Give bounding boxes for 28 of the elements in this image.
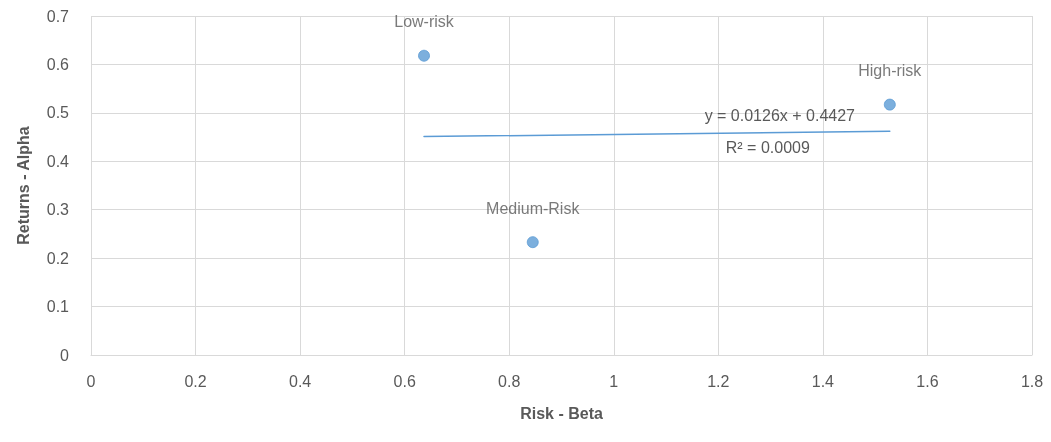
data-label: Medium-Risk — [486, 199, 581, 217]
data-label: High-risk — [858, 62, 923, 80]
x-tick-label: 1.6 — [916, 372, 939, 390]
y-tick-label: 0.5 — [46, 104, 70, 122]
x-tick-label: 0.6 — [393, 372, 416, 390]
y-tick-label: 0.3 — [46, 201, 70, 219]
y-tick-label: 0.6 — [46, 55, 70, 73]
x-tick-label: 0.4 — [288, 372, 312, 390]
point — [883, 98, 896, 111]
point — [526, 236, 539, 249]
x-tick-label: 0 — [86, 372, 96, 390]
y-axis-title: Returns - Alpha — [14, 126, 32, 245]
x-tick-label: 0.2 — [184, 372, 207, 390]
y-tick-label: 0.1 — [46, 298, 70, 316]
y-tick-label: 0.2 — [46, 249, 70, 267]
annotation: y = 0.0126x + 0.4427 — [704, 106, 856, 124]
x-tick-label: 1 — [609, 372, 619, 390]
annotation: R² = 0.0009 — [725, 138, 810, 156]
x-tick-label: 0.8 — [498, 372, 521, 390]
x-tick-label: 1.4 — [811, 372, 835, 390]
y-tick-label: 0.7 — [46, 7, 70, 25]
x-tick-label: 1.2 — [707, 372, 730, 390]
point — [418, 49, 431, 62]
data-label: Low-risk — [394, 13, 455, 31]
y-tick-label: 0 — [60, 346, 70, 364]
x-axis-title: Risk - Beta — [520, 404, 603, 422]
x-tick-label: 1.8 — [1020, 372, 1044, 390]
y-tick-label: 0.4 — [46, 152, 70, 170]
